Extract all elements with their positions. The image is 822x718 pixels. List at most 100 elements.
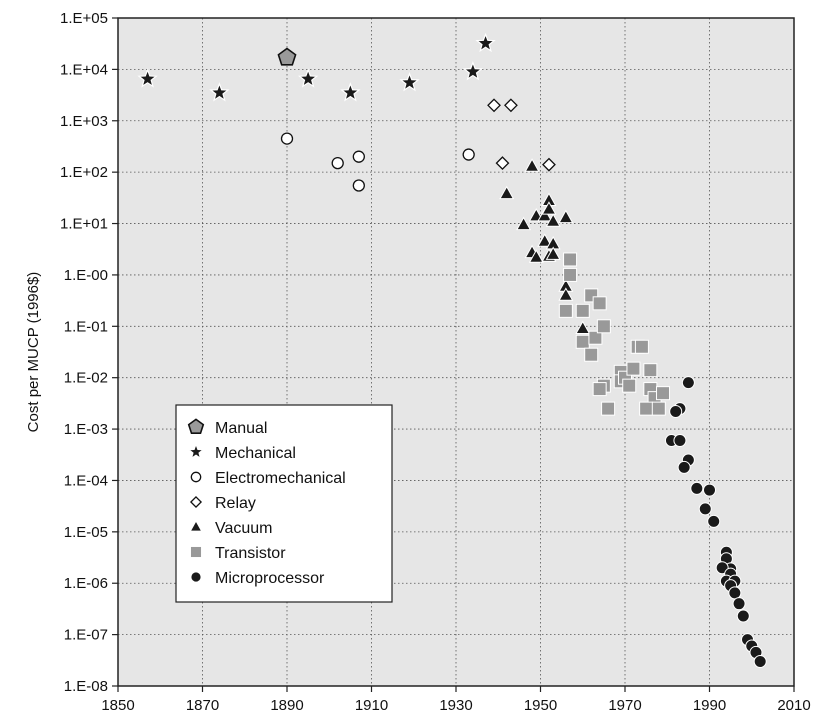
- point-transistor: [622, 378, 637, 393]
- y-tick-label: 1.E-05: [64, 524, 108, 541]
- point-microprocessor: [703, 483, 716, 497]
- point-transistor: [575, 334, 590, 349]
- point-electromechanical: [352, 150, 365, 163]
- point-transistor: [639, 401, 654, 416]
- point-mechanical: [399, 72, 420, 92]
- point-relay: [542, 157, 556, 172]
- point-transistor: [656, 386, 671, 401]
- axis-ticks: [112, 17, 795, 692]
- y-tick-label: 1.E-08: [64, 678, 108, 695]
- point-electromechanical: [280, 132, 294, 145]
- point-microprocessor: [753, 654, 767, 668]
- point-transistor: [626, 361, 641, 376]
- point-vacuum: [537, 208, 553, 222]
- legend-box: [175, 404, 393, 603]
- y-tick-label: 1.E-01: [64, 318, 108, 335]
- point-vacuum: [541, 201, 557, 215]
- point-mechanical: [462, 61, 484, 81]
- point-transistor: [575, 303, 590, 318]
- point-mechanical: [137, 68, 158, 88]
- y-tick-label: 1.E-03: [64, 421, 108, 438]
- point-vacuum: [545, 213, 561, 227]
- point-vacuum: [558, 287, 574, 301]
- point-transistor: [592, 296, 607, 311]
- point-vacuum: [499, 185, 515, 200]
- point-microprocessor: [732, 597, 746, 611]
- legend-label: Electromechanical: [215, 470, 346, 487]
- legend-marker-electromechanical: [190, 471, 202, 483]
- x-tick-label: 2010: [777, 697, 810, 714]
- y-tick-labels: 1.E+05 1.E+04 1.E+03 1.E+02 1.E+01 1.E-00 1.E-…: [60, 10, 108, 695]
- point-microprocessor: [677, 460, 691, 474]
- x-tick-label: 1910: [355, 697, 388, 714]
- point-manual: [277, 47, 297, 66]
- y-axis-title: Cost per MUCP (1996$): [25, 272, 42, 433]
- point-transistor: [651, 401, 666, 416]
- legend: Manual Mechanical Electromechanical Relay Va…: [175, 404, 393, 603]
- point-transistor: [563, 267, 578, 282]
- point-electromechanical: [352, 179, 365, 192]
- series-manual: [277, 47, 297, 66]
- x-tick-label: 1870: [186, 697, 219, 714]
- legend-label: Microprocessor: [215, 570, 325, 587]
- series-vacuum: [499, 158, 591, 335]
- series-relay: [487, 98, 556, 172]
- point-relay: [487, 98, 501, 113]
- legend-label: Mechanical: [215, 445, 296, 462]
- point-vacuum: [558, 209, 574, 224]
- point-mechanical: [340, 82, 361, 102]
- point-mechanical: [297, 68, 319, 88]
- point-microprocessor: [707, 514, 721, 528]
- x-tick-label: 1970: [608, 697, 641, 714]
- legend-marker-relay: [189, 495, 203, 509]
- point-microprocessor: [673, 433, 687, 447]
- point-relay: [495, 156, 510, 171]
- point-vacuum: [524, 158, 540, 172]
- legend-label: Transistor: [215, 545, 286, 562]
- point-transistor: [643, 363, 658, 378]
- x-tick-label: 1950: [524, 697, 557, 714]
- point-transistor: [634, 339, 649, 354]
- point-transistor: [563, 252, 578, 267]
- x-tick-label: 1990: [693, 697, 726, 714]
- legend-marker-transistor: [189, 545, 203, 559]
- point-mechanical: [209, 82, 230, 102]
- point-vacuum: [516, 216, 532, 231]
- point-vacuum: [528, 249, 544, 263]
- x-tick-labels: 1850 1870 1890 1910 1930 1950 1970 1990 2010: [101, 697, 810, 714]
- point-transistor: [584, 347, 599, 362]
- point-microprocessor: [736, 609, 750, 623]
- point-vacuum: [545, 246, 561, 260]
- point-microprocessor: [681, 376, 695, 390]
- point-transistor: [601, 401, 616, 416]
- y-tick-label: 1.E-04: [64, 472, 108, 489]
- legend-label: Vacuum: [215, 520, 273, 537]
- point-electromechanical: [331, 156, 344, 170]
- y-tick-label: 1.E-02: [64, 370, 108, 387]
- point-transistor: [588, 330, 603, 345]
- point-transistor: [558, 303, 573, 318]
- point-electromechanical: [462, 148, 475, 161]
- legend-marker-manual: [187, 418, 205, 434]
- series-microprocessor: [664, 376, 767, 668]
- legend-marker-mechanical: [187, 442, 205, 460]
- point-relay: [504, 98, 518, 113]
- point-microprocessor: [728, 586, 742, 600]
- y-tick-label: 1.E-07: [64, 627, 108, 644]
- x-tick-label: 1930: [439, 697, 472, 714]
- point-microprocessor: [698, 502, 712, 516]
- series-electromechanical: [280, 132, 475, 192]
- point-mechanical: [475, 32, 496, 53]
- point-microprocessor: [690, 481, 704, 495]
- plot-frame: [117, 17, 795, 687]
- y-tick-label: 1.E+02: [60, 164, 108, 181]
- series-transistor: [558, 252, 671, 416]
- point-microprocessor: [669, 404, 683, 418]
- x-tick-label: 1850: [101, 697, 134, 714]
- y-tick-label: 1.E-00: [64, 267, 108, 284]
- series-mechanical: [137, 32, 496, 102]
- y-tick-label: 1.E+03: [60, 113, 108, 130]
- data-points: [137, 32, 767, 668]
- legend-marker-microprocessor: [190, 571, 202, 583]
